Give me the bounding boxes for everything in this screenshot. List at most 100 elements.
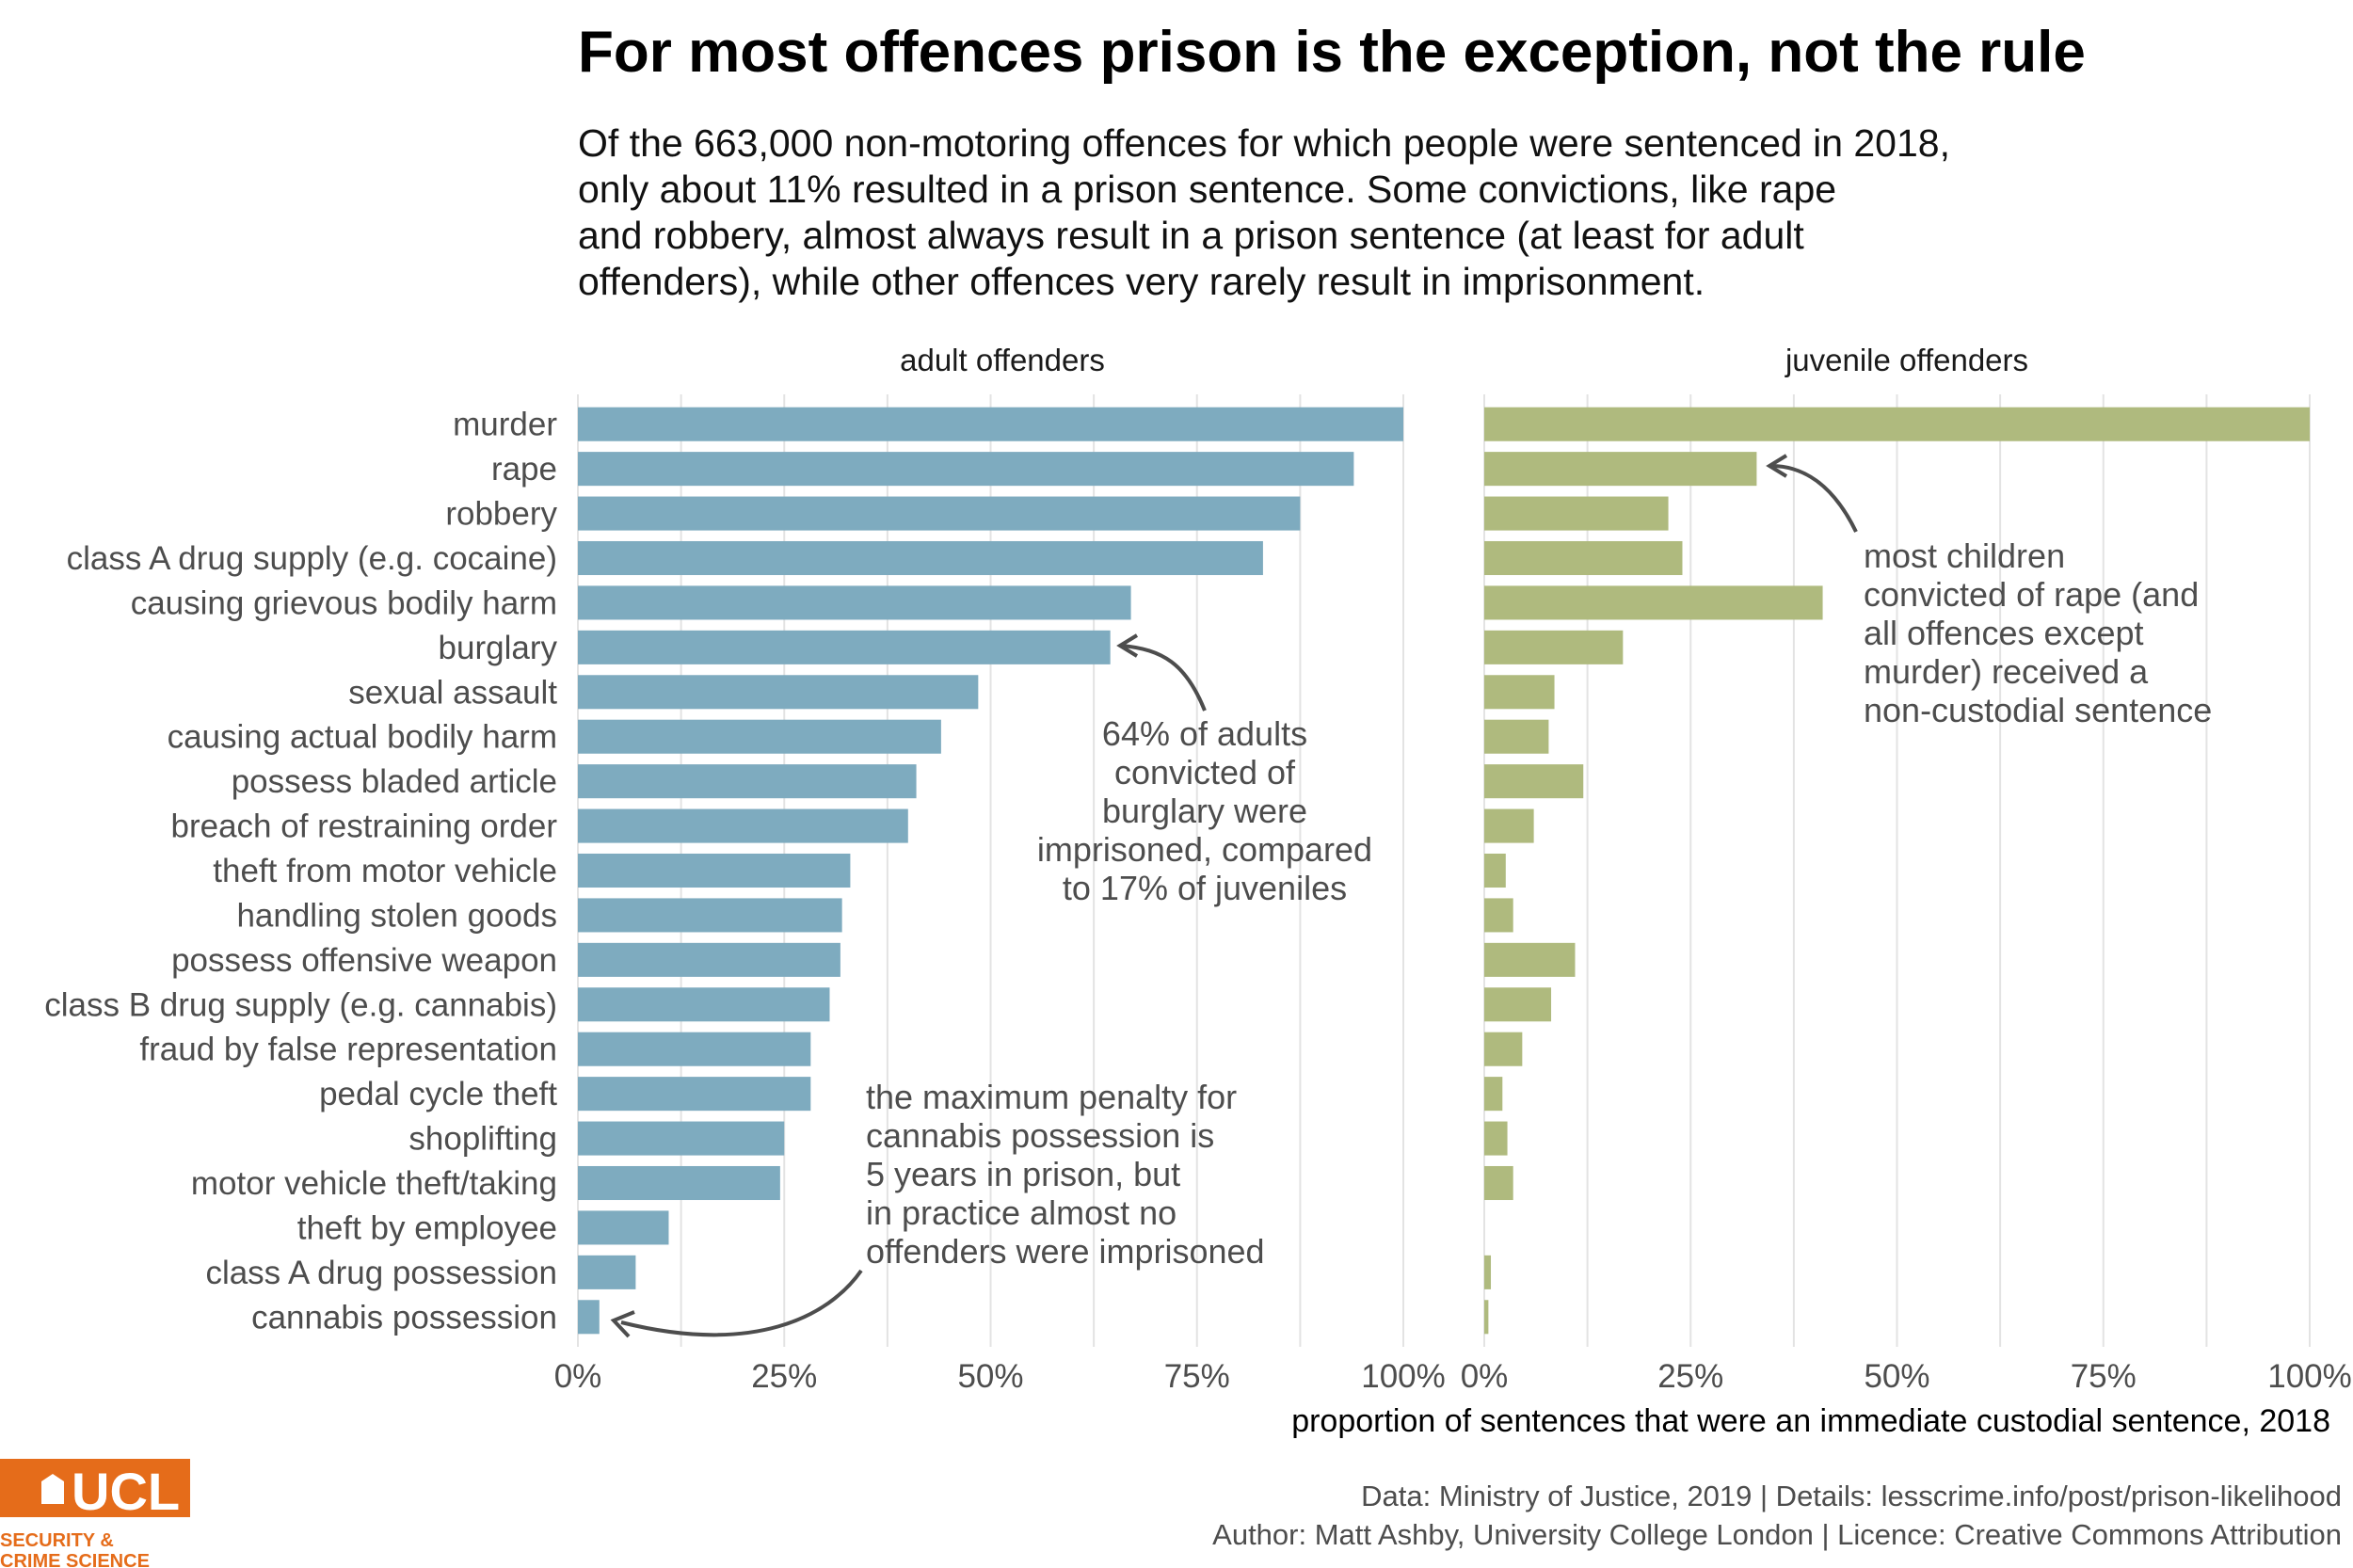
category-label: causing grievous bodily harm [131, 584, 557, 621]
annotation-line: imprisoned, compared [1037, 830, 1372, 869]
label-layer: 0% 25% 50% 75% 100% 0% 25% 50% 75% 100% murder rape… [44, 407, 2352, 1395]
annotation-line: convicted of [1114, 753, 1296, 792]
annotation-cannabis-arrow [620, 1269, 863, 1337]
facet-label-adult: adult offenders [900, 343, 1105, 377]
chart-title: For most offences prison is the exceptio… [578, 20, 2086, 85]
category-label: possess offensive weapon [171, 942, 557, 979]
category-label: burglary [439, 630, 558, 666]
bar-adult [578, 585, 1131, 620]
bar-adult [578, 898, 842, 933]
x-tick-label: 100% [2267, 1358, 2352, 1395]
x-axis-title: proportion of sentences that were an imm… [1291, 1403, 2330, 1439]
annotation-cannabis-arrowhead [610, 1310, 635, 1338]
bar-adult [578, 1300, 600, 1335]
bar-juvenile [1484, 1121, 1508, 1156]
category-label: possess bladed article [232, 763, 557, 800]
category-label: shoplifting [408, 1121, 557, 1158]
bar-adult [578, 1165, 780, 1201]
annotation-burglary-arrow [1121, 644, 1207, 712]
x-tick-label: 25% [751, 1358, 817, 1395]
bar-adult [578, 942, 840, 977]
category-label: sexual assault [348, 674, 557, 711]
ucl-logo-wordmark: UCL [72, 1462, 180, 1521]
category-label: causing actual bodily harm [168, 719, 557, 756]
subtitle-line: Of the 663,000 non-motoring offences for… [578, 121, 1950, 165]
bar-juvenile [1484, 1165, 1513, 1201]
bar-juvenile [1484, 452, 1757, 487]
bar-juvenile [1484, 764, 1584, 799]
category-label: breach of restraining order [171, 808, 558, 845]
x-tick-label: 75% [2071, 1358, 2137, 1395]
x-tick-label: 25% [1657, 1358, 1723, 1395]
bar-adult [578, 1210, 669, 1245]
bar-juvenile [1484, 808, 1534, 843]
bar-adult [578, 452, 1354, 487]
annotation-burglary-arrowhead [1116, 633, 1139, 658]
facet-label-juvenile: juvenile offenders [1785, 343, 2028, 377]
annotation-juvenile-rape-arrowhead [1766, 454, 1788, 478]
bar-juvenile [1484, 585, 1823, 620]
bar-layer [578, 407, 2310, 1335]
bar-adult [578, 764, 917, 799]
ucl-logo-line1: SECURITY & [0, 1530, 114, 1551]
bar-juvenile [1484, 1300, 1489, 1335]
category-label: fraud by false representation [139, 1032, 557, 1068]
annotation-cannabis: the maximum penalty for cannabis possess… [610, 1078, 1265, 1338]
bar-adult [578, 540, 1263, 576]
category-label: class B drug supply (e.g. cannabis) [44, 986, 557, 1023]
category-label: class A drug possession [205, 1255, 557, 1291]
x-tick-label: 50% [1864, 1358, 1929, 1395]
x-tick-label: 75% [1164, 1358, 1230, 1395]
bar-juvenile [1484, 407, 2310, 441]
bar-adult [578, 496, 1301, 531]
bar-juvenile [1484, 496, 1669, 531]
category-label: theft from motor vehicle [213, 853, 557, 889]
annotation-juvenile-rape: most children convicted of rape (and all… [1766, 454, 2212, 729]
x-tick-label: 100% [1361, 1358, 1446, 1395]
bar-juvenile [1484, 630, 1624, 664]
subtitle-line: only about 11% resulted in a prison sent… [578, 168, 1837, 211]
annotation-line: 64% of adults [1102, 714, 1307, 753]
bar-juvenile [1484, 675, 1555, 710]
category-label: theft by employee [297, 1209, 557, 1246]
category-label: robbery [445, 496, 557, 533]
subtitle-line: offenders), while other offences very ra… [578, 260, 1705, 303]
bar-adult [578, 1032, 811, 1066]
chart-subtitle: Of the 663,000 non-motoring offences for… [578, 120, 1950, 305]
annotation-line: convicted of rape (and [1864, 575, 2199, 614]
bar-adult [578, 630, 1111, 664]
annotation-line: 5 years in prison, but [866, 1155, 1180, 1193]
category-label: class A drug supply (e.g. cocaine) [67, 540, 557, 577]
annotation-line: in practice almost no [866, 1193, 1176, 1232]
category-label: rape [491, 451, 557, 488]
bar-juvenile [1484, 540, 1683, 576]
bar-adult [578, 808, 908, 843]
annotation-line: cannabis possession is [866, 1116, 1214, 1155]
annotation-line: most children [1864, 536, 2065, 575]
annotation-line: non-custodial sentence [1864, 691, 2212, 729]
footer-source: Data: Ministry of Justice, 2019 | Detail… [1361, 1480, 2342, 1512]
annotation-line: to 17% of juveniles [1063, 869, 1347, 907]
bar-juvenile [1484, 1032, 1523, 1066]
footer-author: Author: Matt Ashby, University College L… [1212, 1518, 2342, 1551]
category-label: motor vehicle theft/taking [191, 1165, 557, 1202]
x-tick-label: 0% [554, 1358, 602, 1395]
bar-adult [578, 1077, 811, 1112]
bar-juvenile [1484, 942, 1576, 977]
bar-adult [578, 1255, 636, 1289]
annotation-juvenile-rape-arrow [1770, 464, 1858, 533]
bar-adult [578, 1121, 785, 1156]
annotation-line: the maximum penalty for [866, 1078, 1237, 1116]
bar-juvenile [1484, 1077, 1503, 1112]
annotation-line: offenders were imprisoned [866, 1232, 1265, 1271]
bar-adult [578, 987, 830, 1022]
annotation-line: all offences except [1864, 614, 2144, 652]
ucl-logo: UCL SECURITY & CRIME SCIENCE [0, 1459, 190, 1568]
bar-juvenile [1484, 719, 1549, 754]
bar-juvenile [1484, 987, 1552, 1022]
bar-adult [578, 719, 941, 754]
category-label: cannabis possession [251, 1299, 557, 1336]
ucl-logo-line2: CRIME SCIENCE [0, 1551, 150, 1568]
bar-adult [578, 675, 979, 710]
